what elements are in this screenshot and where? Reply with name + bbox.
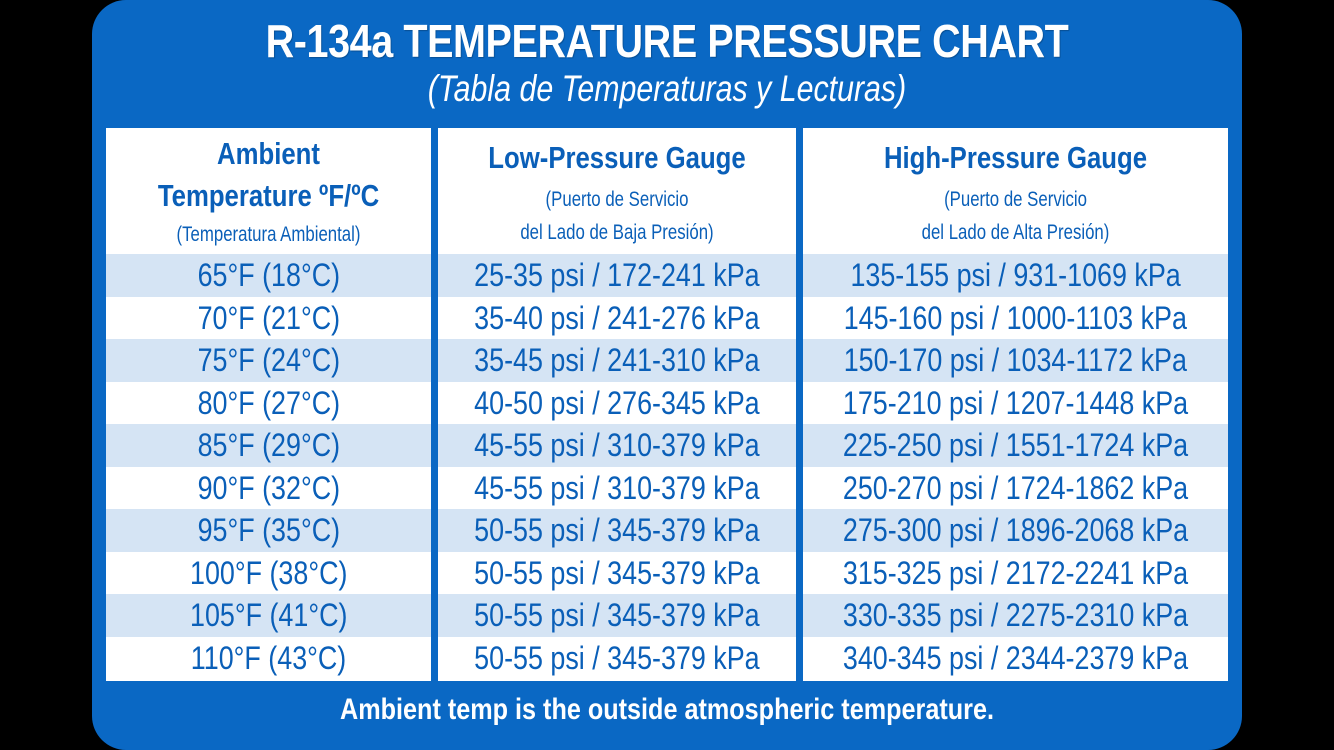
- pressure-chart-card: R-134a TEMPERATURE PRESSURE CHART (Tabla…: [92, 0, 1242, 750]
- low-pressure-column: Low-Pressure Gauge (Puerto de Servicio d…: [438, 128, 796, 681]
- low-cell-text: 50-55 psi / 345-379 kPa: [474, 639, 760, 676]
- low-cell-text: 25-35 psi / 172-241 kPa: [474, 257, 760, 293]
- ambient-cell: 105°F (41°C): [106, 594, 431, 637]
- ambient-cell-text: 80°F (27°C): [197, 384, 340, 421]
- ambient-cell-text: 110°F (43°C): [190, 639, 347, 676]
- high-cell-text: 175-210 psi / 1207-1448 kPa: [842, 384, 1189, 421]
- high-cell: 275-300 psi / 1896-2068 kPa: [803, 509, 1228, 552]
- ambient-cell: 75°F (24°C): [106, 339, 431, 382]
- low-cell: 35-45 psi / 241-310 kPa: [438, 339, 796, 382]
- high-cell-text: 340-345 psi / 2344-2379 kPa: [842, 639, 1189, 676]
- high-pressure-rows: 135-155 psi / 931-1069 kPa 145-160 psi / …: [803, 254, 1228, 679]
- low-pressure-rows: 25-35 psi / 172-241 kPa 35-40 psi / 241-2…: [438, 254, 796, 679]
- ambient-rows: 65°F (18°C) 70°F (21°C) 75°F (24°C) 80°F (2…: [106, 254, 431, 679]
- high-pressure-note-line1: (Puerto de Servicio: [944, 188, 1087, 211]
- high-cell-text: 315-325 psi / 2172-2241 kPa: [842, 554, 1189, 591]
- low-cell-text: 45-55 psi / 310-379 kPa: [474, 427, 760, 463]
- footer-note: Ambient temp is the outside atmospheric …: [340, 693, 994, 726]
- high-pressure-heading: High-Pressure Gauge: [883, 140, 1148, 175]
- high-cell: 175-210 psi / 1207-1448 kPa: [803, 382, 1228, 425]
- low-cell-text: 45-55 psi / 310-379 kPa: [474, 469, 760, 506]
- high-pressure-column: High-Pressure Gauge (Puerto de Servicio …: [803, 128, 1228, 681]
- low-cell-text: 50-55 psi / 345-379 kPa: [474, 554, 760, 591]
- ambient-cell-text: 90°F (32°C): [197, 469, 340, 506]
- low-cell-text: 50-55 psi / 345-379 kPa: [474, 597, 760, 633]
- ambient-heading-note: (Temperatura Ambiental): [176, 223, 361, 246]
- ambient-cell: 95°F (35°C): [106, 509, 431, 552]
- ambient-cell-text: 65°F (18°C): [197, 257, 340, 293]
- ambient-cell-text: 95°F (35°C): [197, 512, 340, 548]
- low-cell: 50-55 psi / 345-379 kPa: [438, 637, 796, 680]
- ambient-cell-text: 70°F (21°C): [197, 299, 340, 336]
- chart-subtitle: (Tabla de Temperaturas y Lecturas): [427, 68, 907, 109]
- low-cell-text: 50-55 psi / 345-379 kPa: [474, 512, 760, 548]
- ambient-cell: 85°F (29°C): [106, 424, 431, 467]
- low-cell-text: 35-45 psi / 241-310 kPa: [474, 342, 760, 378]
- high-pressure-note-line2: del Lado de Alta Presión): [921, 221, 1110, 244]
- low-pressure-note-line2: del Lado de Baja Presión): [520, 221, 714, 244]
- high-cell-text: 135-155 psi / 931-1069 kPa: [850, 257, 1181, 293]
- high-cell: 135-155 psi / 931-1069 kPa: [803, 254, 1228, 297]
- high-cell-text: 330-335 psi / 2275-2310 kPa: [842, 597, 1189, 633]
- low-cell: 35-40 psi / 241-276 kPa: [438, 297, 796, 340]
- low-cell: 45-55 psi / 310-379 kPa: [438, 467, 796, 510]
- low-cell: 40-50 psi / 276-345 kPa: [438, 382, 796, 425]
- high-cell: 145-160 psi / 1000-1103 kPa: [803, 297, 1228, 340]
- ambient-cell-text: 100°F (38°C): [189, 554, 348, 591]
- low-cell: 45-55 psi / 310-379 kPa: [438, 424, 796, 467]
- chart-title: R-134a TEMPERATURE PRESSURE CHART: [265, 15, 1069, 67]
- high-cell-text: 250-270 psi / 1724-1862 kPa: [842, 469, 1189, 506]
- low-cell-text: 35-40 psi / 241-276 kPa: [474, 299, 760, 336]
- high-cell: 250-270 psi / 1724-1862 kPa: [803, 467, 1228, 510]
- ambient-cell: 110°F (43°C): [106, 637, 431, 680]
- low-cell-text: 40-50 psi / 276-345 kPa: [474, 384, 760, 421]
- ambient-cell: 70°F (21°C): [106, 297, 431, 340]
- ambient-cell-text: 105°F (41°C): [189, 597, 348, 633]
- low-cell: 50-55 psi / 345-379 kPa: [438, 552, 796, 595]
- low-cell: 25-35 psi / 172-241 kPa: [438, 254, 796, 297]
- low-pressure-note-line1: (Puerto de Servicio: [545, 188, 689, 211]
- high-cell: 330-335 psi / 2275-2310 kPa: [803, 594, 1228, 637]
- ambient-column: Ambient Temperature ºF/ºC (Temperatura A…: [106, 128, 431, 681]
- high-cell: 340-345 psi / 2344-2379 kPa: [803, 637, 1228, 680]
- low-pressure-heading: Low-Pressure Gauge: [488, 140, 746, 175]
- high-cell-text: 150-170 psi / 1034-1172 kPa: [843, 342, 1188, 378]
- ambient-cell: 80°F (27°C): [106, 382, 431, 425]
- ambient-cell: 90°F (32°C): [106, 467, 431, 510]
- ambient-cell-text: 85°F (29°C): [197, 427, 340, 463]
- high-cell-text: 225-250 psi / 1551-1724 kPa: [842, 427, 1189, 463]
- ambient-cell: 65°F (18°C): [106, 254, 431, 297]
- ambient-heading-line1: Ambient: [217, 136, 320, 171]
- ambient-cell: 100°F (38°C): [106, 552, 431, 595]
- high-cell: 225-250 psi / 1551-1724 kPa: [803, 424, 1228, 467]
- low-cell: 50-55 psi / 345-379 kPa: [438, 509, 796, 552]
- high-cell: 150-170 psi / 1034-1172 kPa: [803, 339, 1228, 382]
- high-cell: 315-325 psi / 2172-2241 kPa: [803, 552, 1228, 595]
- ambient-heading-line2: Temperature ºF/ºC: [157, 178, 380, 213]
- high-cell-text: 145-160 psi / 1000-1103 kPa: [843, 299, 1188, 336]
- ambient-cell-text: 75°F (24°C): [197, 342, 340, 378]
- high-cell-text: 275-300 psi / 1896-2068 kPa: [842, 512, 1189, 548]
- low-cell: 50-55 psi / 345-379 kPa: [438, 594, 796, 637]
